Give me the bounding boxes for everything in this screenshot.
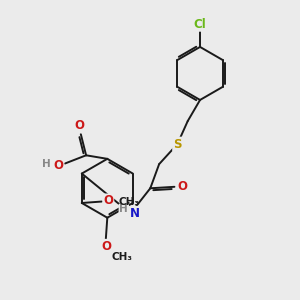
Text: O: O — [178, 180, 188, 193]
Text: O: O — [74, 119, 84, 132]
Text: H: H — [119, 205, 128, 214]
Text: CH₃: CH₃ — [119, 196, 140, 206]
Text: H: H — [42, 159, 51, 169]
Text: O: O — [101, 240, 111, 253]
Text: O: O — [103, 194, 113, 207]
Text: Cl: Cl — [194, 18, 206, 31]
Text: O: O — [53, 158, 63, 172]
Text: S: S — [173, 138, 182, 151]
Text: N: N — [130, 207, 140, 220]
Text: CH₃: CH₃ — [111, 252, 132, 262]
